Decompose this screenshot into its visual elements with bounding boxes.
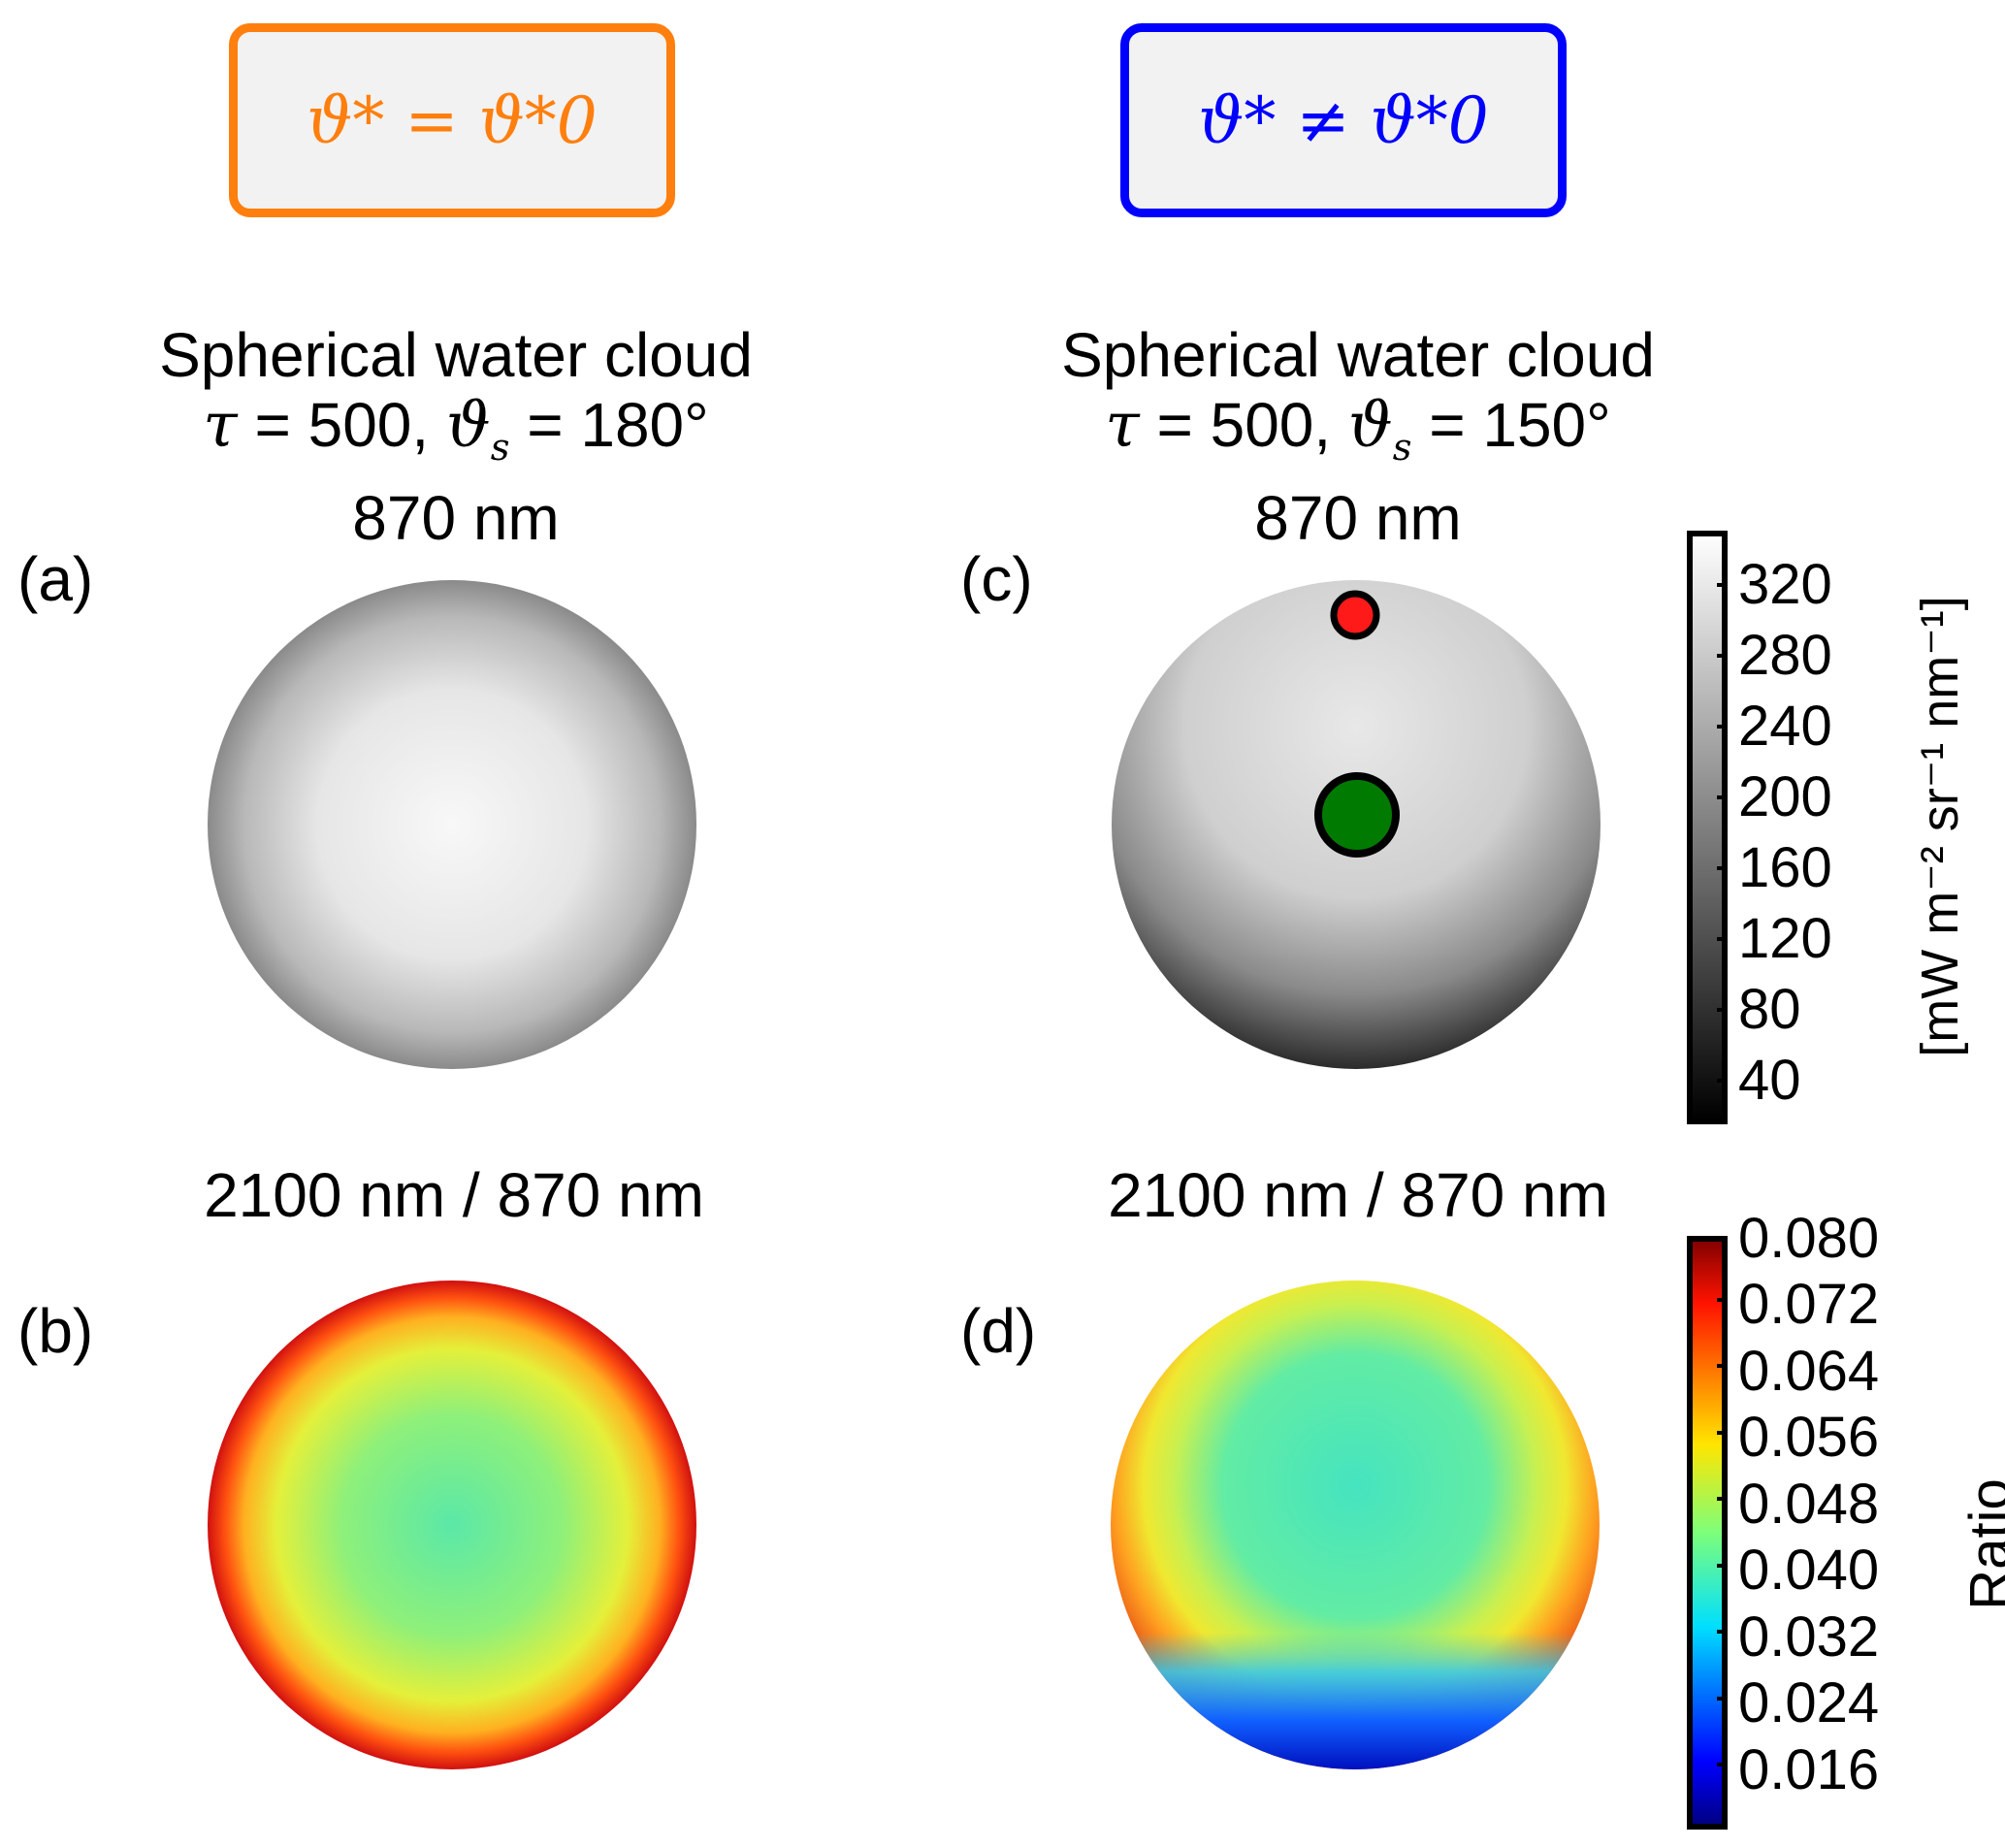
right-tau-value: = 500,	[1139, 390, 1348, 460]
radiance-tick-160: 160	[1738, 836, 1832, 899]
right-title-line2: τ = 500, ϑs = 150°	[922, 390, 1795, 483]
left-theta-value: = 180°	[509, 390, 709, 460]
radiance-colorbar	[1687, 531, 1728, 1124]
right-title-line1: Spherical water cloud	[1061, 320, 1655, 390]
theta-symbol: ϑ	[445, 390, 491, 462]
panel-label-a: (a)	[17, 544, 94, 614]
ratio-tick-0-040: 0.040	[1738, 1539, 1880, 1602]
ratio-tick-0-032: 0.032	[1738, 1605, 1880, 1669]
right-theta-value: = 150°	[1411, 390, 1611, 460]
left-column-title: Spherical water cloud τ = 500, ϑs = 180°…	[19, 320, 892, 553]
header-box-equal: ϑ* = ϑ*0	[229, 23, 675, 217]
right-ratio-title: 2100 nm / 870 nm	[1108, 1160, 1608, 1230]
ratio-colorbar-ticks	[1717, 1298, 1725, 1767]
radiance-colorbar-ticks	[1717, 583, 1725, 1083]
red-marker	[1330, 590, 1380, 640]
left-tau-value: = 500,	[237, 390, 446, 460]
header-box-not-equal: ϑ* ≠ ϑ*0	[1120, 23, 1567, 217]
radiance-tick-120: 120	[1738, 907, 1832, 970]
panel-label-c: (c)	[960, 544, 1033, 614]
ratio-colorbar-label: Ratio	[1958, 1478, 2005, 1610]
header-not-equal-text: ϑ* ≠ ϑ*0	[1198, 82, 1489, 158]
tau-symbol: τ	[1105, 390, 1140, 462]
ratio-tick-0-056: 0.056	[1738, 1406, 1880, 1469]
disk-b-ratio	[208, 1281, 696, 1769]
theta-subscript: s	[490, 425, 510, 470]
theta-subscript: s	[1392, 425, 1412, 470]
left-title-line2: τ = 500, ϑs = 180°	[19, 390, 892, 483]
ratio-tick-0-016: 0.016	[1738, 1738, 1880, 1801]
radiance-tick-240: 240	[1738, 695, 1832, 758]
ratio-tick-0-080: 0.080	[1738, 1207, 1880, 1270]
header-equal-text: ϑ* = ϑ*0	[307, 82, 598, 158]
right-title-line3: 870 nm	[1254, 482, 1462, 553]
disk-a-radiance	[208, 580, 696, 1069]
ratio-colorbar	[1687, 1236, 1728, 1830]
radiance-tick-200: 200	[1738, 765, 1832, 828]
ratio-tick-0-072: 0.072	[1738, 1273, 1880, 1336]
left-title-line3: 870 nm	[352, 482, 560, 553]
left-ratio-title: 2100 nm / 870 nm	[204, 1160, 704, 1230]
radiance-tick-280: 280	[1738, 624, 1832, 687]
theta-symbol: ϑ	[1347, 390, 1393, 462]
radiance-unit-label: [mW m⁻² sr⁻¹ nm⁻¹]	[1911, 596, 1969, 1057]
ratio-tick-0-048: 0.048	[1738, 1473, 1880, 1536]
radiance-tick-80: 80	[1738, 978, 1801, 1041]
radiance-tick-320: 320	[1738, 553, 1832, 616]
left-title-line1: Spherical water cloud	[159, 320, 753, 390]
panel-label-b: (b)	[17, 1296, 94, 1366]
ratio-tick-0-064: 0.064	[1738, 1340, 1880, 1403]
radiance-tick-40: 40	[1738, 1049, 1801, 1112]
green-marker	[1314, 772, 1400, 858]
right-column-title: Spherical water cloud τ = 500, ϑs = 150°…	[922, 320, 1795, 553]
panel-label-d: (d)	[960, 1296, 1037, 1366]
tau-symbol: τ	[203, 390, 238, 462]
disk-d-blue-region	[1111, 1281, 1600, 1769]
ratio-tick-0-024: 0.024	[1738, 1671, 1880, 1735]
